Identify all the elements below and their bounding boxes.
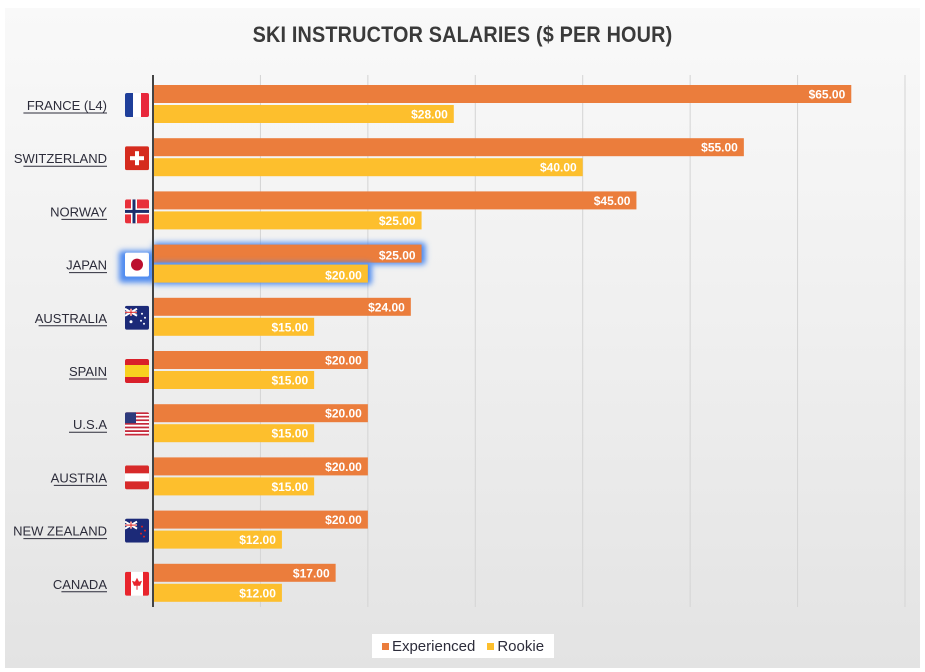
data-label: $17.00 xyxy=(293,566,330,580)
data-label: $25.00 xyxy=(379,214,416,228)
bar-rookie[interactable] xyxy=(153,211,422,230)
bar-rookie[interactable] xyxy=(153,105,454,123)
bar-experienced[interactable] xyxy=(153,244,422,263)
data-label: $12.00 xyxy=(239,586,276,600)
data-label: $65.00 xyxy=(809,88,846,102)
legend-item-rookie[interactable]: Rookie xyxy=(487,638,544,655)
data-label: $20.00 xyxy=(325,354,362,368)
data-label: $45.00 xyxy=(594,194,631,208)
category-label: AUSTRALIA xyxy=(35,311,108,326)
austria-flag-icon xyxy=(125,465,149,490)
category-label: NORWAY xyxy=(50,204,107,219)
data-label: $40.00 xyxy=(540,161,577,175)
bar-rookie[interactable] xyxy=(153,530,282,549)
category-row: SWITZERLAND $55.00 $40.00 xyxy=(14,138,744,177)
data-label: $25.00 xyxy=(379,249,416,263)
bar-rookie[interactable] xyxy=(153,264,368,283)
data-label: $20.00 xyxy=(325,513,362,527)
bar-experienced[interactable] xyxy=(153,85,852,103)
japan-flag-icon xyxy=(125,252,149,277)
category-label: JAPAN xyxy=(66,258,107,273)
bar-rookie[interactable] xyxy=(153,477,315,496)
data-label: $15.00 xyxy=(271,427,308,441)
data-label: $20.00 xyxy=(325,269,362,283)
category-label: CANADA xyxy=(53,577,108,592)
category-label: SWITZERLAND xyxy=(14,151,107,166)
data-label: $28.00 xyxy=(411,108,448,122)
data-label: $15.00 xyxy=(271,480,308,494)
bar-experienced[interactable] xyxy=(153,404,368,423)
data-label: $20.00 xyxy=(325,460,362,474)
category-row: NEW ZEALAND $20.00 $12.00 xyxy=(13,510,368,549)
bar-rookie[interactable] xyxy=(153,371,315,389)
category-row: SPAIN $20.00 $15.00 xyxy=(69,351,368,389)
new-zealand-flag-icon xyxy=(125,518,149,543)
category-row: AUSTRIA $20.00 $15.00 xyxy=(51,457,368,496)
legend-item-experienced[interactable]: Experienced xyxy=(381,638,475,655)
category-label: U.S.A xyxy=(73,417,107,432)
bar-rookie[interactable] xyxy=(153,424,315,443)
data-label: $15.00 xyxy=(271,320,308,334)
spain-flag-icon xyxy=(125,359,149,383)
bar-experienced[interactable] xyxy=(153,191,637,210)
bar-experienced[interactable] xyxy=(153,457,368,476)
legend: Experienced Rookie xyxy=(372,634,554,658)
bar-experienced[interactable] xyxy=(153,138,744,157)
data-label: $24.00 xyxy=(368,300,405,314)
legend-swatch-experienced xyxy=(381,643,389,651)
bar-experienced[interactable] xyxy=(153,297,411,316)
category-row: FRANCE (L4) $65.00 $28.00 xyxy=(23,85,852,123)
bar-experienced[interactable] xyxy=(153,563,336,582)
switzerland-flag-icon xyxy=(125,146,149,171)
data-label: $15.00 xyxy=(271,374,308,388)
data-label: $12.00 xyxy=(239,533,276,547)
category-label: FRANCE (L4) xyxy=(27,98,107,113)
data-label: $20.00 xyxy=(325,407,362,421)
canada-flag-icon xyxy=(125,571,149,596)
chart-title: SKI INSTRUCTOR SALARIES ($ PER HOUR) xyxy=(252,22,673,47)
legend-swatch-rookie xyxy=(487,643,495,651)
category-label: AUSTRIA xyxy=(51,470,108,485)
france-flag-icon xyxy=(125,93,149,117)
category-row: U.S.A $20.00 $15.00 xyxy=(69,404,368,443)
category-row: JAPAN $25.00 $20.00 xyxy=(66,242,426,285)
category-label: NEW ZEALAND xyxy=(13,524,107,539)
bar-rookie[interactable] xyxy=(153,158,583,177)
norway-flag-icon xyxy=(125,199,149,224)
bar-experienced[interactable] xyxy=(153,510,368,529)
category-row: AUSTRALIA $24.00 $15.00 xyxy=(35,297,411,336)
bar-rookie[interactable] xyxy=(153,317,315,336)
category-label: SPAIN xyxy=(69,364,107,379)
bar-experienced[interactable] xyxy=(153,351,368,369)
data-label: $55.00 xyxy=(701,141,738,155)
category-row: CANADA $17.00 $12.00 xyxy=(53,563,336,602)
usa-flag-icon xyxy=(125,412,149,437)
australia-flag-icon xyxy=(125,305,149,330)
bar-rookie[interactable] xyxy=(153,583,282,602)
category-row: NORWAY $45.00 $25.00 xyxy=(50,191,637,230)
